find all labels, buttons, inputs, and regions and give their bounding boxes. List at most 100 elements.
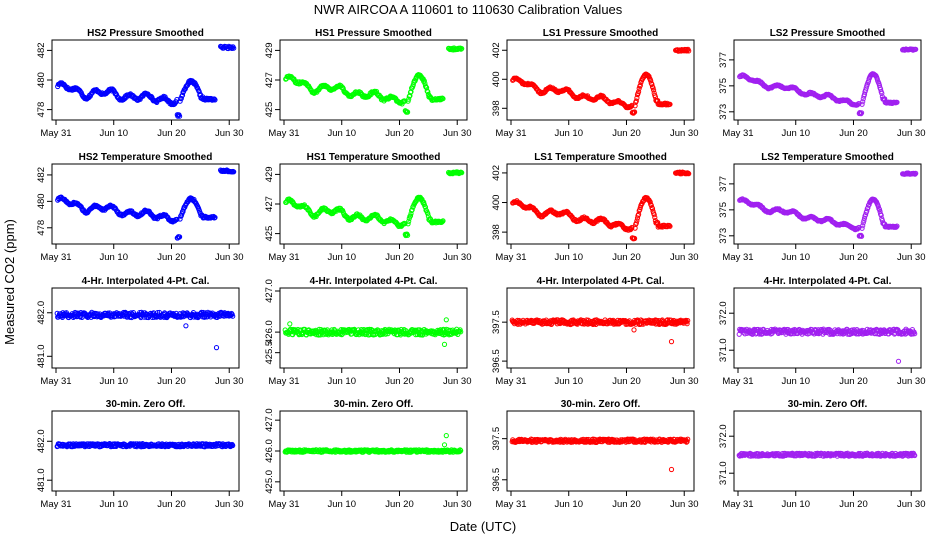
data-point [636,89,642,95]
data-point [407,213,414,219]
data-point [231,45,237,51]
y-axis-title: Measured CO2 (ppm) [2,219,17,345]
y-tick-label: 372.0 [718,301,729,325]
data-point [651,87,657,93]
data-point [859,233,865,239]
x-tick-label: Jun 30 [215,252,244,263]
data-point [440,96,446,102]
data-point [667,223,673,229]
x-tick-label: May 31 [268,376,299,387]
y-tick-label: 373 [718,104,729,120]
y-tick-label: 397.5 [491,427,502,451]
x-tick-label: May 31 [722,128,753,139]
y-tick-label: 425.5 [264,341,275,365]
x-tick-label: Jun 30 [897,376,926,387]
x-tick-label: May 31 [495,499,526,510]
x-tick-label: May 31 [268,252,299,263]
y-tick-label: 400 [491,195,502,211]
panel-frame [733,39,922,121]
x-tick-label: Jun 20 [157,376,186,387]
x-tick-label: Jun 30 [670,499,699,510]
panel-frame [279,287,468,369]
data-point [196,89,202,95]
x-tick-label: Jun 30 [897,499,926,510]
data-point [879,90,885,97]
y-tick-label: 371.0 [718,461,729,485]
data-point [894,223,900,229]
panel-LS2-interp: 4-Hr. Interpolated 4-Pt. Cal. May 31 Jun 1… [718,276,925,387]
y-tick-label: 425 [264,102,275,118]
x-tick-label: Jun 20 [612,499,641,510]
x-tick-label: Jun 30 [443,376,472,387]
data-point [177,216,183,222]
y-tick-label: 482.0 [36,301,47,325]
x-tick-label: May 31 [495,128,526,139]
x-tick-label: May 31 [722,376,753,387]
x-tick-label: May 31 [40,252,71,263]
data-point [629,102,635,108]
data-point [213,345,220,351]
x-tick-label: Jun 10 [327,376,356,387]
x-tick-label: Jun 20 [385,128,414,139]
y-tick-label: 372.0 [718,424,729,448]
panel-HS1-zero: 30-min. Zero Off.May 31 Jun 10 Jun 20 Jun 3… [264,399,471,510]
x-tick-label: Jun 10 [554,252,583,263]
x-tick-label: Jun 30 [443,499,472,510]
x-tick-label: May 31 [722,252,753,263]
y-tick-label: 396.5 [491,349,502,373]
x-tick-label: Jun 20 [612,252,641,263]
figure-title: NWR AIRCOA A 110601 to 110630 Calibratio… [314,2,623,17]
panel-frame [506,410,695,492]
x-tick-label: Jun 10 [99,499,128,510]
x-tick-label: Jun 20 [385,376,414,387]
data-point [177,113,183,119]
data-point [633,220,639,226]
y-tick-label: 480 [36,193,47,209]
y-tick-label: 427.0 [264,408,275,432]
data-point [405,109,411,115]
data-point [894,99,900,105]
y-tick-label: 400 [491,71,502,87]
data-point [632,235,638,242]
panel-title: 4-Hr. Interpolated 4-Pt. Cal. [537,276,665,287]
x-tick-label: Jun 10 [781,376,810,387]
data-point [895,358,902,364]
panel-title: 4-Hr. Interpolated 4-Pt. Cal. [82,276,210,287]
panel-title: LS1 Temperature Smoothed [534,152,667,163]
data-point [441,341,448,347]
x-tick-label: Jun 10 [327,252,356,263]
panel-title: HS1 Pressure Smoothed [315,28,432,39]
panel-frame [506,287,695,369]
y-tick-label: 398 [491,224,502,240]
data-point [406,218,412,224]
panel-frame [506,39,695,121]
panel-LS1-zero: 30-min. Zero Off.May 31 Jun 10 Jun 20 Jun 3… [491,399,698,510]
data-point [177,98,183,104]
x-tick-label: Jun 30 [443,252,472,263]
panel-title: 4-Hr. Interpolated 4-Pt. Cal. [764,276,892,287]
x-tick-label: Jun 20 [157,252,186,263]
panel-title: HS2 Pressure Smoothed [87,28,204,39]
x-tick-label: May 31 [40,499,71,510]
panel-title: 30-min. Zero Off. [334,399,414,410]
data-point [174,216,180,222]
x-tick-label: Jun 30 [897,252,926,263]
x-tick-label: Jun 30 [670,376,699,387]
panel-title: 30-min. Zero Off. [106,399,186,410]
x-tick-label: Jun 10 [781,128,810,139]
data-point [636,211,642,217]
data-point [212,214,218,221]
y-tick-label: 425.0 [264,470,275,494]
data-point [177,234,183,240]
x-axis-title: Date (UTC) [450,519,516,534]
y-tick-label: 373 [718,228,729,244]
data-point [668,339,675,345]
y-tick-label: 429 [264,166,275,182]
x-tick-label: Jun 20 [157,128,186,139]
x-tick-label: May 31 [40,376,71,387]
data-point [864,208,870,214]
data-point [860,223,866,229]
